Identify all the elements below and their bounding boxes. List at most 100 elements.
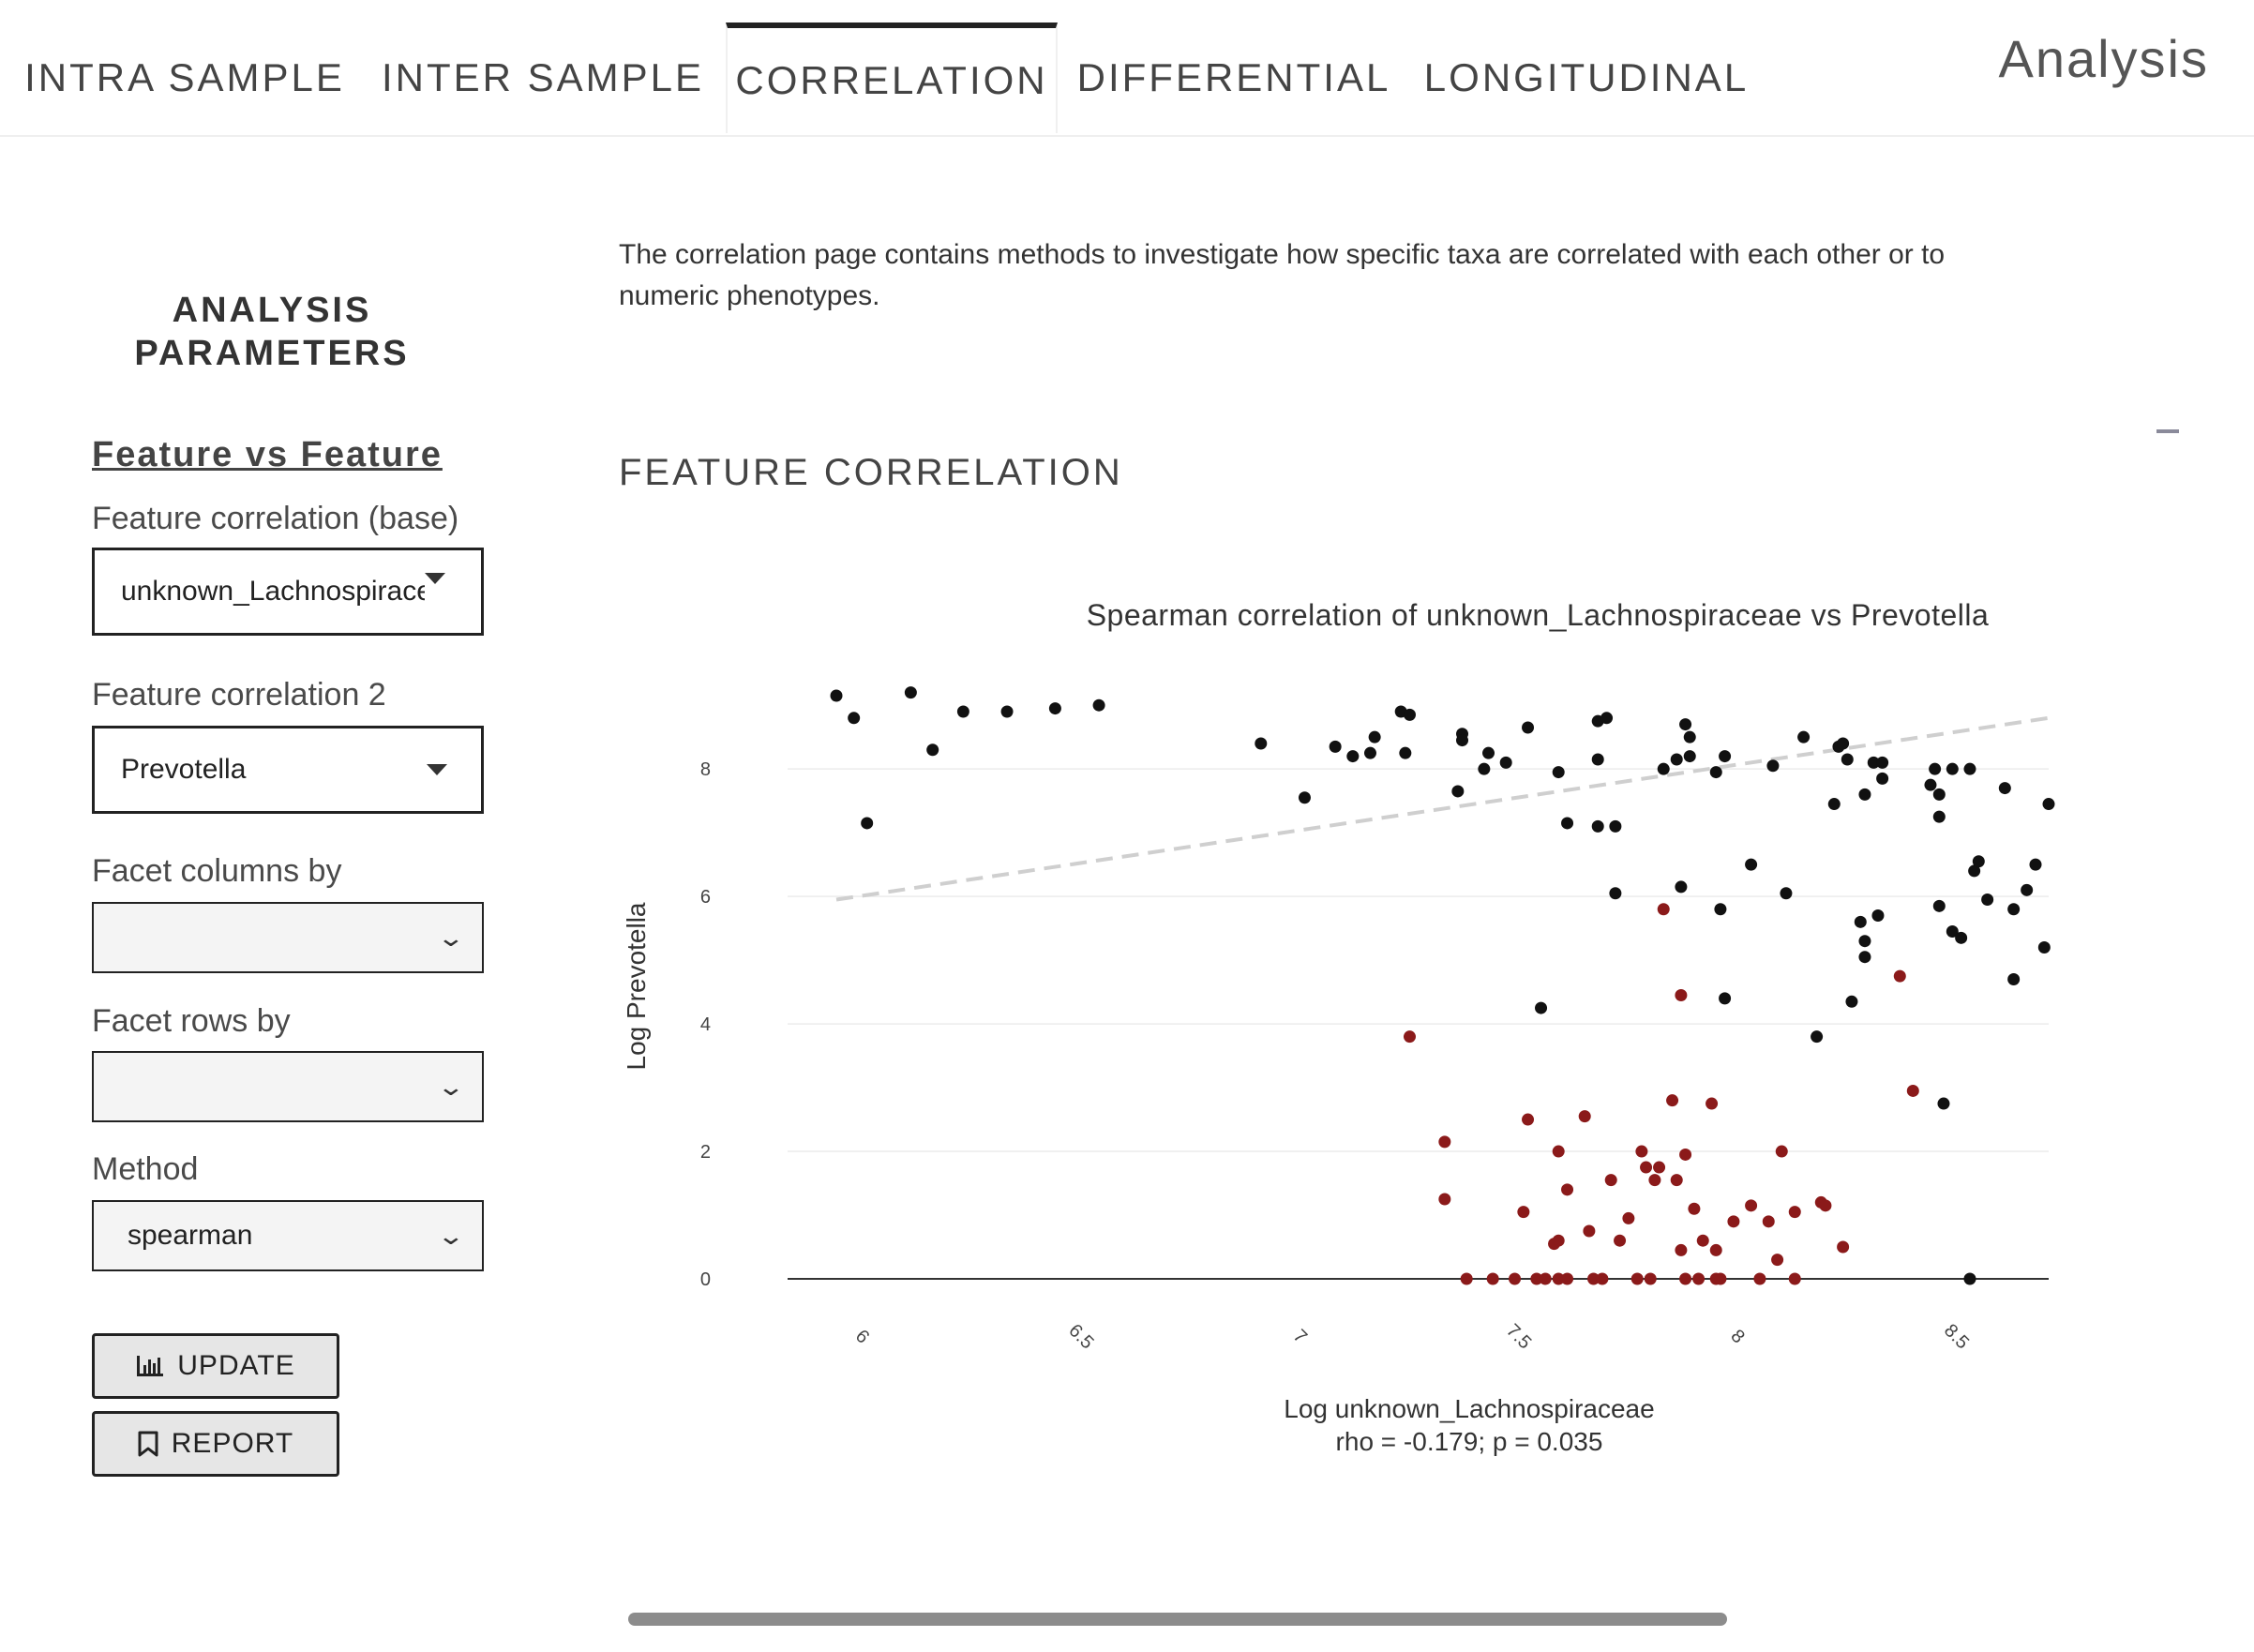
scatter-point-above [1946, 762, 1959, 775]
feature-vs-feature-link[interactable]: Feature vs Feature [92, 435, 443, 474]
tab-inter-sample[interactable]: INTER SAMPLE [381, 55, 705, 99]
facet-rows-select[interactable]: ⌄ [92, 1051, 484, 1122]
ticks-layer: 0 2 4 6 8 6 6.5 7 7.5 8 8.5 [700, 759, 1973, 1353]
y-tick-label: 6 [700, 887, 711, 908]
report-button[interactable]: REPORT [92, 1411, 339, 1477]
scatter-point-below [1622, 1211, 1635, 1224]
scatter-point-above [1456, 734, 1469, 747]
scatter-point-below [1596, 1272, 1609, 1285]
analysis-parameters-title: ANALYSIS PARAMETERS [134, 291, 410, 373]
scatter-point-above [1946, 925, 1959, 939]
base-feature-dropdown[interactable]: unknown_Lachnospiraceae [92, 548, 484, 636]
horizontal-scrollbar[interactable] [628, 1613, 1727, 1626]
facet-columns-select[interactable]: ⌄ [92, 902, 484, 973]
chevron-down-icon: ⌄ [436, 1221, 466, 1250]
page-description: The correlation page contains methods to… [619, 239, 1946, 311]
scatter-point-below [1460, 1272, 1473, 1285]
scatter-point-above [1845, 995, 1858, 1008]
x-tick-label: 7.5 [1502, 1320, 1535, 1353]
scatter-point-below [1583, 1224, 1596, 1238]
facet-rows-label: Facet rows by [92, 1003, 291, 1039]
collapse-icon[interactable] [2156, 429, 2179, 433]
scatter-point-below [1692, 1272, 1706, 1285]
chart-section-heading: FEATURE CORRELATION [619, 452, 1123, 493]
tab-intra-sample[interactable]: INTRA SAMPLE [24, 55, 345, 99]
scatter-point-above [1932, 810, 1946, 823]
scatter-point-above [861, 817, 874, 830]
scatter-point-below [1906, 1084, 1919, 1097]
x-tick-label: 7 [1289, 1326, 1311, 1347]
scatter-point-above [1981, 894, 1994, 907]
scatter-point-above [1876, 772, 1889, 785]
facet-columns-label: Facet columns by [92, 853, 342, 889]
trend-line [835, 715, 2050, 902]
scatter-point-above [1998, 782, 2011, 795]
scatter-point-below [1539, 1272, 1552, 1285]
scatter-point-below [1486, 1272, 1499, 1285]
scatter-point-above [1827, 798, 1841, 811]
scatter-point-above [2029, 858, 2042, 871]
scatter-point-above [1092, 698, 1105, 712]
base-feature-value: unknown_Lachnospiraceae [121, 576, 425, 607]
tab-correlation[interactable]: CORRELATION [726, 23, 1058, 133]
scatter-point-below [1666, 1094, 1679, 1107]
update-button[interactable]: UPDATE [92, 1333, 339, 1399]
scatter-point-below [1648, 1174, 1661, 1187]
x-tick-label: 6.5 [1064, 1320, 1097, 1353]
scatter-point-above [1363, 746, 1376, 759]
feature-2-dropdown[interactable]: Prevotella [92, 726, 484, 814]
scatter-point-above [1600, 712, 1614, 725]
tab-longitudinal[interactable]: LONGITUDINAL [1423, 55, 1750, 99]
scatter-point-below [1438, 1193, 1451, 1206]
bookmark-icon [138, 1431, 158, 1457]
x-tick-label: 8 [1726, 1326, 1748, 1347]
scatter-point-above [1683, 750, 1696, 763]
scatter-point-above [1609, 887, 1622, 900]
scatter-point-above [1780, 887, 1793, 900]
method-value: spearman [128, 1220, 253, 1251]
correlation-scatter-plot[interactable]: 0 2 4 6 8 6 6.5 7 7.5 8 8.5 Spearman correlation o… [600, 563, 2100, 1481]
scatter-point-above [1858, 788, 1871, 801]
scatter-point-above [1670, 753, 1683, 766]
scatter-point-above [1972, 855, 1985, 868]
scatter-point-below [1644, 1272, 1657, 1285]
scatter-point-below [1509, 1272, 1522, 1285]
scatter-point-below [1679, 1272, 1692, 1285]
scatter-point-below [1517, 1206, 1530, 1219]
scatter-point-above [1963, 762, 1976, 775]
scatter-point-above [1929, 762, 1942, 775]
trend-layer [835, 715, 2050, 902]
tab-differential[interactable]: DIFFERENTIAL [1076, 55, 1391, 99]
y-axis-label: Log Prevotella [622, 902, 651, 1070]
scatter-point-below [1819, 1199, 1832, 1212]
method-select[interactable]: spearman ⌄ [92, 1200, 484, 1271]
scatter-point-below [1522, 1113, 1535, 1126]
scatter-point-below [1653, 1161, 1666, 1174]
scatter-point-above [1963, 1272, 1976, 1285]
scatter-point-above [1683, 730, 1696, 743]
caret-down-icon [425, 573, 445, 584]
x-tick-label: 6 [851, 1326, 873, 1347]
scatter-point-above [1797, 730, 1811, 743]
base-feature-label: Feature correlation (base) [92, 501, 459, 536]
scatter-point-above [1837, 737, 1850, 750]
scatter-point-above [1609, 819, 1622, 833]
scatter-point-below [1714, 1272, 1727, 1285]
scatter-point-below [1688, 1202, 1701, 1215]
scatter-point-below [1561, 1272, 1574, 1285]
scatter-point-below [1788, 1206, 1801, 1219]
scatter-point-below [1706, 1097, 1719, 1110]
report-button-label: REPORT [171, 1428, 294, 1459]
scatter-point-below [1578, 1110, 1591, 1123]
scatter-point-above [1368, 730, 1381, 743]
scatter-point-above [1403, 708, 1416, 721]
scatter-point-above [1399, 746, 1412, 759]
scatter-point-below [1788, 1272, 1801, 1285]
scatter-point-above [904, 686, 917, 699]
scatter-point-below [1403, 1030, 1416, 1044]
scatter-point-below [1837, 1240, 1850, 1254]
scatter-point-above [1811, 1030, 1824, 1044]
scatter-point-above [1561, 817, 1574, 830]
chart-title: Spearman correlation of unknown_Lachnosp… [1087, 598, 1990, 632]
top-navigation: INTRA SAMPLE INTER SAMPLE CORRELATION DI… [0, 0, 2254, 137]
